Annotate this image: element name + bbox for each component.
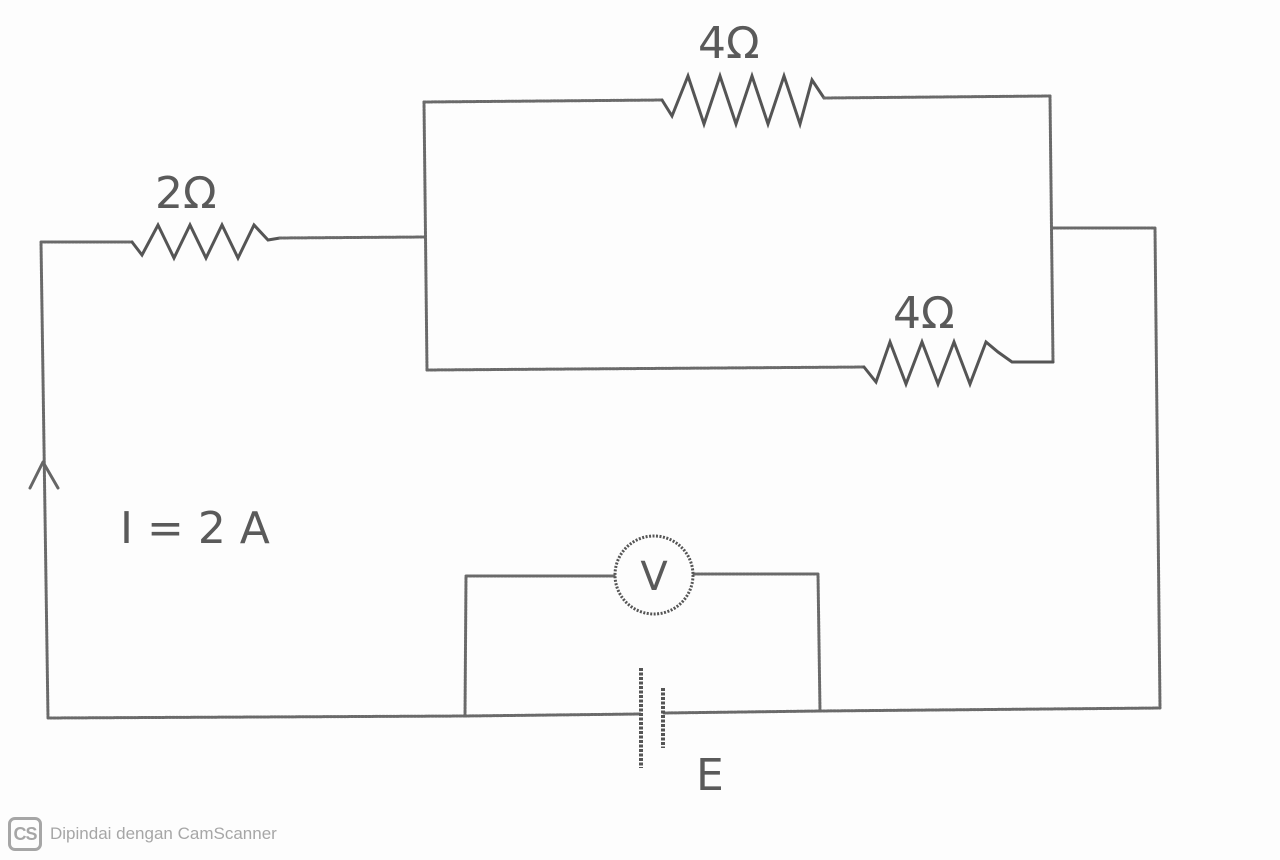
watermark-text: Dipindai dengan CamScanner — [50, 824, 277, 843]
wire-top-branch-right — [822, 94, 1052, 100]
resistor-4-ohm-bottom — [862, 337, 1055, 389]
label-voltmeter: V — [640, 554, 668, 600]
resistor-4-ohm-top — [660, 71, 826, 130]
wire-junction-right — [1048, 94, 1055, 364]
label-resistor-2-ohm: 2Ω — [155, 168, 217, 219]
wire-battery-right — [662, 709, 822, 715]
wire-bottom-branch-left — [425, 365, 866, 372]
camscanner-watermark: CS Dipindai dengan CamScanner — [8, 816, 277, 852]
wire-battery-left — [463, 712, 642, 718]
voltmeter-symbol — [613, 534, 695, 616]
label-current: I = 2 A — [120, 503, 270, 554]
wire-series-to-junction — [278, 235, 426, 240]
wire-left — [39, 240, 467, 720]
label-resistor-4-ohm-bottom: 4Ω — [893, 288, 955, 339]
current-arrow-icon — [28, 460, 60, 490]
wire-voltmeter-right — [692, 572, 822, 713]
resistor-2-ohm — [130, 221, 282, 262]
wire-top-branch-left — [422, 98, 664, 104]
wire-right — [818, 226, 1162, 713]
wire-junction-left — [422, 100, 429, 372]
wire-voltmeter-left — [463, 574, 616, 718]
label-battery: E — [696, 750, 724, 801]
camscanner-logo-icon: CS — [8, 817, 42, 851]
label-resistor-4-ohm-top: 4Ω — [698, 18, 760, 69]
